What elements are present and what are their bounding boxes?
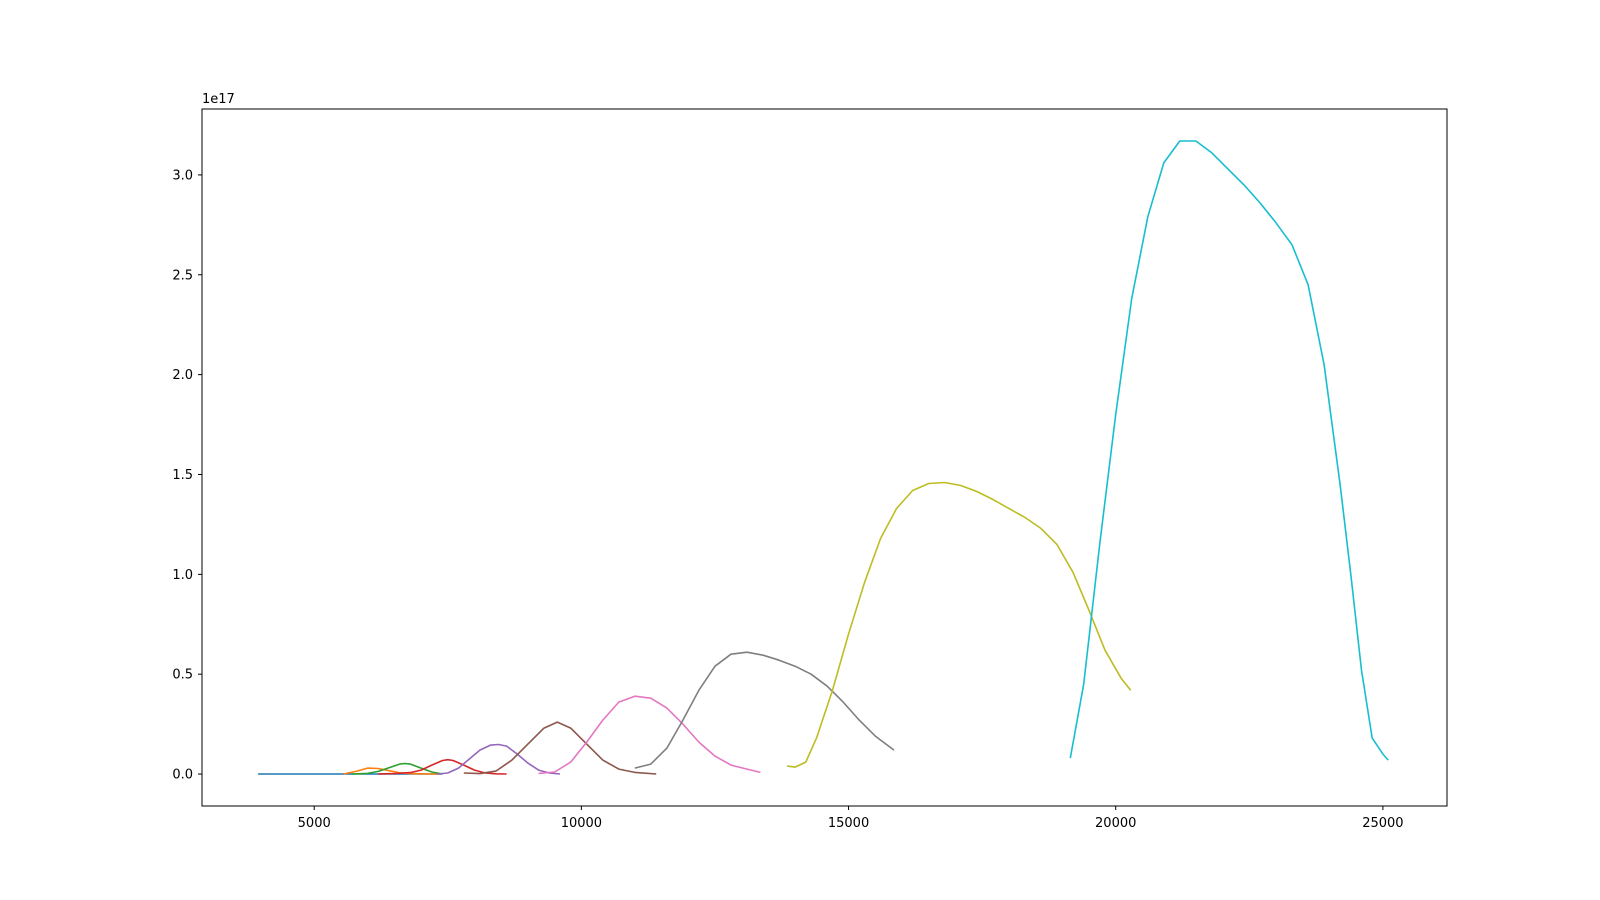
x-tick-label: 10000: [561, 816, 602, 831]
x-tick-label: 25000: [1362, 816, 1403, 831]
series-layer: [258, 140, 1389, 775]
series-line-9: [787, 481, 1132, 768]
y-tick-label: 0.0: [172, 768, 193, 783]
series-line-8: [634, 651, 895, 769]
series-line-7: [538, 695, 761, 775]
y-tick-label: 1.0: [172, 568, 193, 583]
y-tick-label: 1.5: [172, 468, 193, 483]
x-axis: 5000 10000 15000 20000 25000: [298, 806, 1404, 831]
series-line-10: [1069, 140, 1389, 761]
y-axis: 0.0 0.5 1.0 1.5 2.0 2.5 3.0: [172, 168, 202, 783]
series-line-2: [343, 767, 440, 775]
y-tick-label: 0.5: [172, 668, 193, 683]
y-tick-label: 3.0: [172, 168, 193, 183]
y-axis-offset-label: 1e17: [202, 92, 235, 107]
x-tick-label: 20000: [1095, 816, 1136, 831]
series-line-5: [437, 743, 561, 775]
x-tick-label: 15000: [828, 816, 869, 831]
x-tick-label: 5000: [298, 816, 331, 831]
series-line-6: [463, 721, 657, 775]
series-line-3: [351, 762, 443, 775]
y-tick-label: 2.5: [172, 268, 193, 283]
y-tick-label: 2.0: [172, 368, 193, 383]
plot-frame: [201, 108, 1448, 807]
